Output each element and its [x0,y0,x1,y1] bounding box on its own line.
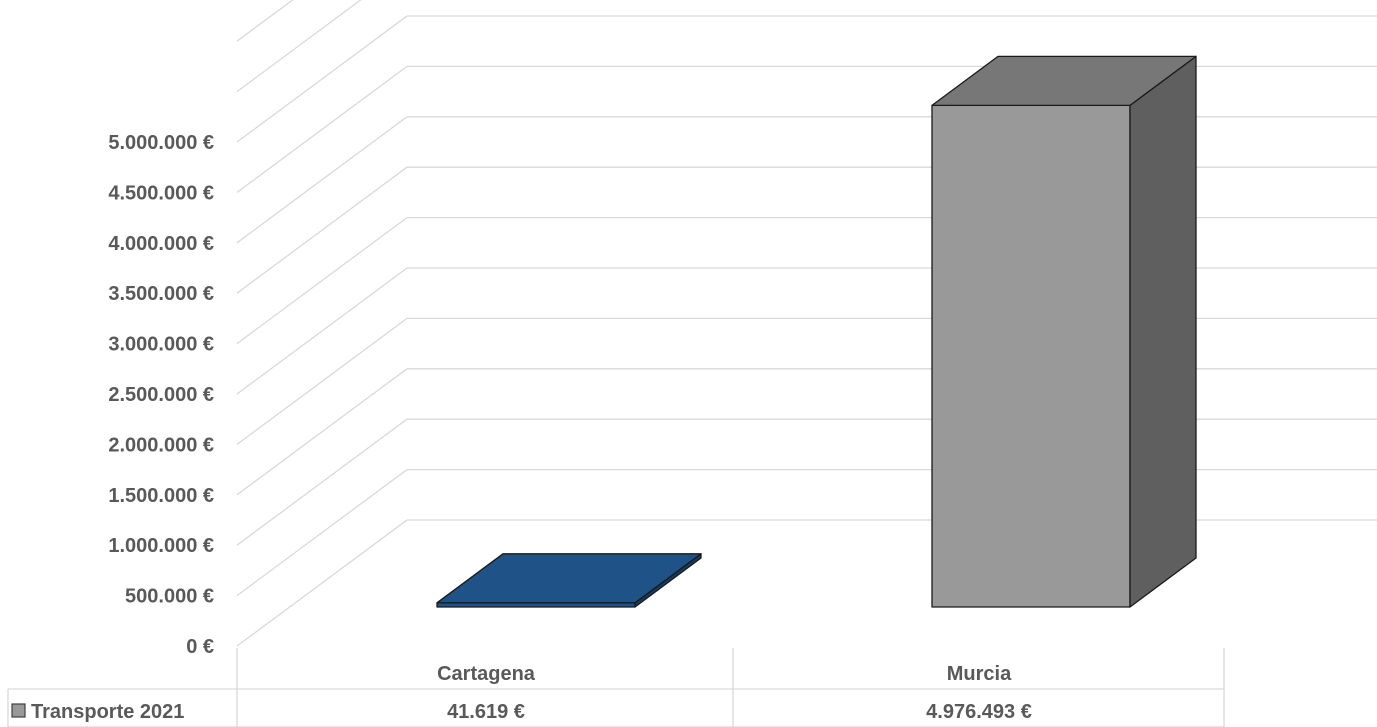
y-tick-label: 3.000.000 € [108,334,214,356]
side-wall-gridline [236,519,408,647]
side-wall-gridline [236,116,408,244]
y-axis-ticks: 0 € 500.000 € 1.000.000 € 1.500.000 € 2.000.… [108,132,214,658]
data-label-cartagena: 41.619 € [447,701,525,723]
side-wall-gridline [236,0,294,42]
bars [436,55,1197,608]
side-wall-gridline [236,0,362,93]
side-wall-gridline [236,368,408,496]
data-table: Cartagena Murcia Transporte 2021 41.619 … [7,648,1225,727]
gridlines [236,0,1377,647]
y-tick-label: 500.000 € [125,586,214,608]
side-wall-gridline [236,166,408,294]
y-tick-label: 4.500.000 € [108,182,214,204]
y-tick-label: 3.500.000 € [108,283,214,305]
category-label-cartagena: Cartagena [437,663,536,685]
bar-cartagena-top [436,553,702,604]
y-tick-label: 4.000.000 € [108,233,214,255]
side-wall-gridline [236,469,408,597]
category-label-murcia: Murcia [947,663,1012,685]
y-tick-label: 1.500.000 € [108,485,214,507]
y-tick-label: 2.000.000 € [108,434,214,456]
bar-murcia-top [931,55,1197,107]
data-label-murcia: 4.976.493 € [926,701,1032,723]
bar-murcia-side [1129,55,1197,608]
side-wall-gridline [236,317,408,445]
side-wall-gridline [236,15,408,143]
side-wall-gridline [236,65,408,193]
y-tick-label: 1.000.000 € [108,535,214,557]
y-tick-label: 2.500.000 € [108,384,214,406]
side-wall-gridline [236,267,408,395]
side-wall-gridline [236,418,408,546]
side-wall-gridline [236,217,408,345]
bar-murcia-front [931,104,1131,608]
y-tick-label: 5.000.000 € [108,132,214,154]
legend-key [11,703,26,718]
y-tick-label: 0 € [186,636,214,658]
legend-series-label: Transporte 2021 [31,701,184,723]
